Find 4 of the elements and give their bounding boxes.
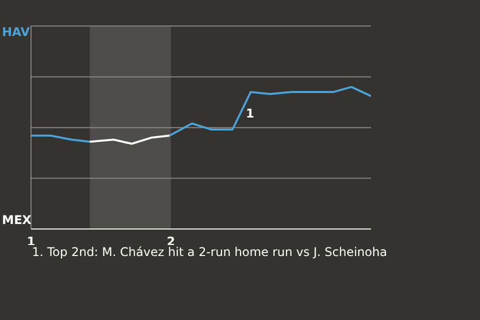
text: 1. Top 2nd: M. Chávez hit a 2-run home run vs J. Scheinoha [32, 245, 388, 259]
annotation: 1 [246, 106, 254, 121]
text: HAV [2, 25, 30, 39]
annotation: MEX [2, 213, 32, 227]
